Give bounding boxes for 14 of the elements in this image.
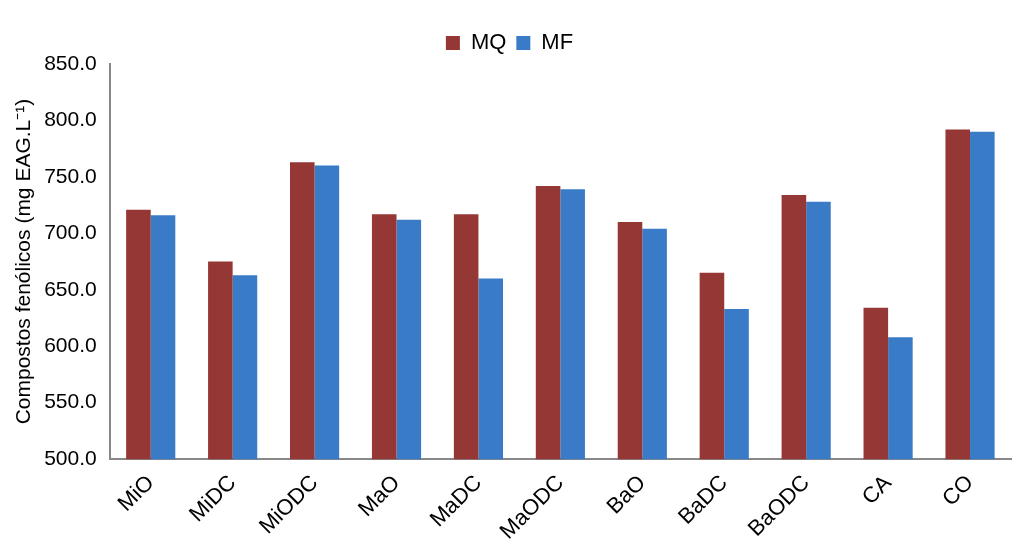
x-tick-label: MiO — [112, 469, 159, 516]
y-tick-label: 850.0 — [44, 50, 97, 74]
legend-label: MF — [541, 29, 574, 55]
y-tick-label: 650.0 — [44, 276, 97, 300]
y-tick-label: 800.0 — [44, 107, 97, 131]
x-tick-label: CO — [936, 469, 978, 511]
x-tick-label: CA — [856, 469, 897, 509]
legend-label: MQ — [470, 29, 507, 55]
y-tick-label: 600.0 — [44, 333, 97, 357]
y-tick-label: 700.0 — [44, 220, 97, 244]
y-tick-label: 500.0 — [44, 445, 97, 469]
y-tick-label: 550.0 — [44, 389, 97, 413]
y-axis-title: Compostos fenólicos (mg EAG.L⁻¹) — [11, 98, 35, 425]
y-tick-label: 750.0 — [44, 163, 97, 187]
